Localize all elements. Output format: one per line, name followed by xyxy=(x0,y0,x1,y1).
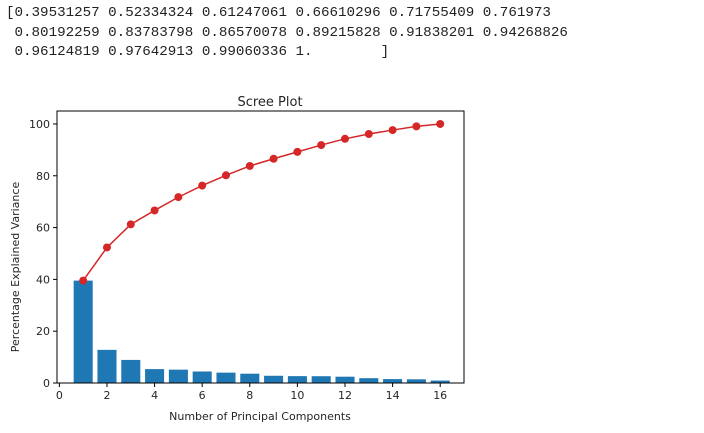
console-line: 0.96124819 0.97642913 0.99060336 1. ] xyxy=(6,44,390,60)
x-tick-label: 6 xyxy=(199,389,206,402)
console-line: 0.80192259 0.83783798 0.86570078 0.89215… xyxy=(6,24,568,41)
x-tick-label: 4 xyxy=(151,389,158,402)
line-point xyxy=(364,130,373,139)
line-point xyxy=(174,193,183,202)
chart-title: Scree Plot xyxy=(237,95,302,110)
line-point xyxy=(388,126,397,135)
bar xyxy=(359,378,379,383)
bar xyxy=(430,380,450,383)
bars-layer xyxy=(73,280,450,383)
bar xyxy=(264,375,284,383)
line-point xyxy=(198,181,207,190)
bar xyxy=(97,349,117,383)
y-tick-label: 20 xyxy=(36,325,50,338)
y-tick-label: 60 xyxy=(36,222,50,235)
x-tick-label: 2 xyxy=(103,389,110,402)
line-point xyxy=(293,147,302,156)
bar xyxy=(311,376,331,383)
bar xyxy=(216,372,236,383)
bar xyxy=(335,376,355,383)
line-point xyxy=(245,161,254,170)
line-point xyxy=(412,122,421,131)
y-tick-label: 0 xyxy=(43,377,50,390)
scree-plot: Scree Plot 0 2 4 6 8 10 12 14 16 0 20 40 60 80 100 Nu… xyxy=(9,95,465,423)
x-tick-label: 10 xyxy=(290,389,304,402)
bar xyxy=(383,379,403,383)
x-axis: 0 2 4 6 8 10 12 14 16 xyxy=(56,383,447,402)
bar xyxy=(73,280,93,383)
y-tick-label: 80 xyxy=(36,170,50,183)
x-axis-label: Number of Principal Components xyxy=(169,410,351,423)
plot-frame xyxy=(56,110,465,384)
x-tick-label: 12 xyxy=(338,389,352,402)
x-tick-label: 14 xyxy=(386,389,400,402)
line-point xyxy=(221,171,230,180)
console-line: [0.39531257 0.52334324 0.61247061 0.6661… xyxy=(6,5,551,21)
bar xyxy=(168,369,188,383)
x-tick-label: 8 xyxy=(246,389,253,402)
bar xyxy=(145,369,165,383)
y-tick-label: 40 xyxy=(36,273,50,286)
line-point xyxy=(317,141,326,150)
bar xyxy=(121,359,141,383)
line-point xyxy=(102,243,111,252)
x-tick-label: 16 xyxy=(433,389,447,402)
bar xyxy=(406,379,426,383)
x-tick-label: 0 xyxy=(56,389,63,402)
line-point xyxy=(340,134,349,143)
console-output: [0.39531257 0.52334324 0.61247061 0.6661… xyxy=(6,4,568,63)
line-point xyxy=(436,119,445,128)
y-tick-label: 100 xyxy=(29,118,50,131)
cumulative-line xyxy=(82,123,441,282)
line-point xyxy=(150,206,159,215)
bar xyxy=(240,373,260,383)
line-point xyxy=(126,220,135,229)
bar xyxy=(287,376,307,383)
line-point xyxy=(79,276,88,285)
line-point xyxy=(269,154,278,163)
bar xyxy=(192,371,212,383)
y-axis: 0 20 40 60 80 100 xyxy=(29,118,57,390)
y-axis-label: Percentage Explained Variance xyxy=(9,182,22,353)
cumulative-line-layer xyxy=(79,119,445,285)
